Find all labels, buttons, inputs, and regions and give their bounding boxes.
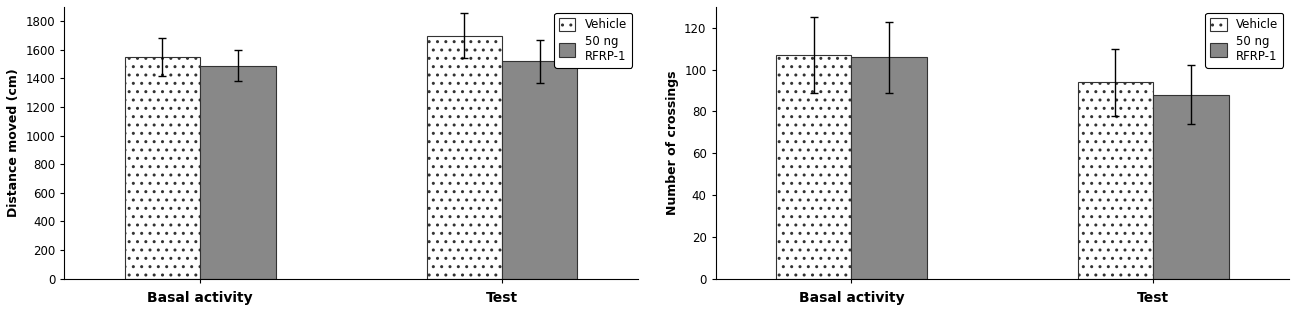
Bar	[776, 55, 851, 279]
Bar	[426, 36, 502, 279]
Bar	[124, 57, 200, 279]
Legend: Vehicle, 50 ng
RFRP-1: Vehicle, 50 ng RFRP-1	[1205, 13, 1283, 68]
Bar	[502, 61, 578, 279]
Bar	[1153, 95, 1229, 279]
Bar	[851, 57, 927, 279]
Bar	[1078, 82, 1153, 279]
Bar	[200, 66, 276, 279]
Legend: Vehicle, 50 ng
RFRP-1: Vehicle, 50 ng RFRP-1	[555, 13, 632, 68]
Y-axis label: Distance moved (cm): Distance moved (cm)	[6, 68, 19, 217]
Y-axis label: Number of crossings: Number of crossings	[666, 71, 679, 215]
